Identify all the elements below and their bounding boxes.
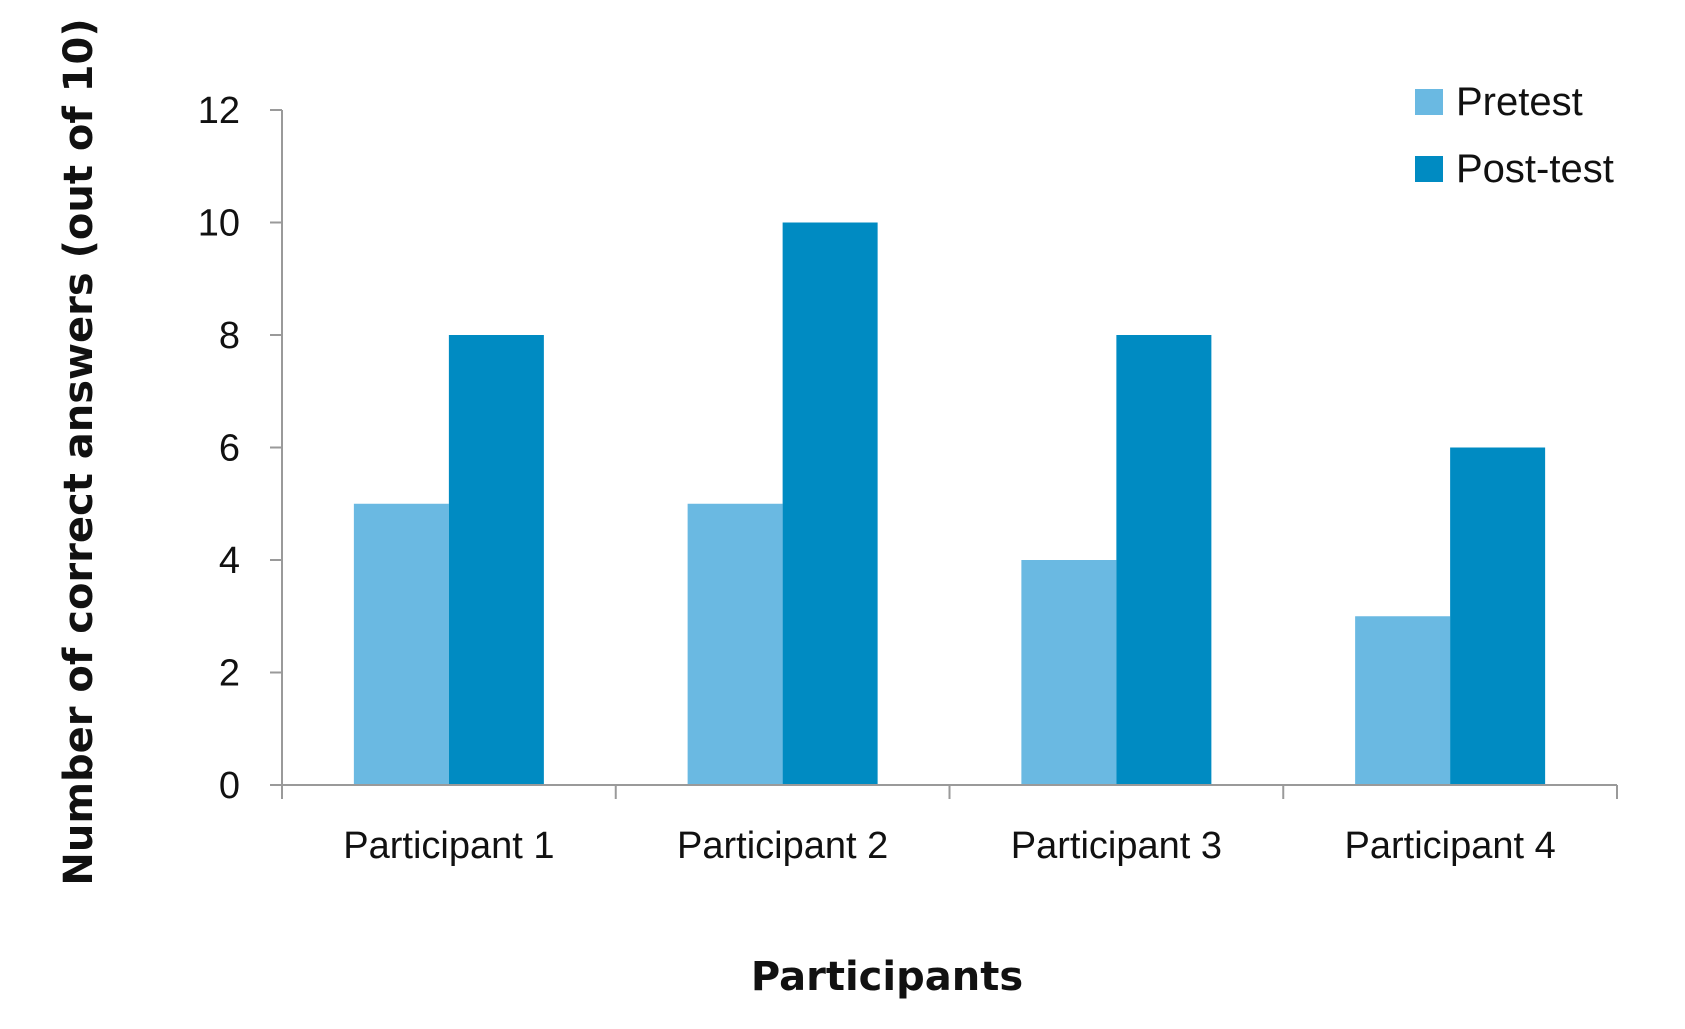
y-tick-label: 8 bbox=[219, 315, 240, 357]
x-tick-label: Participant 1 bbox=[343, 825, 554, 867]
legend-label-pretest: Pretest bbox=[1456, 80, 1583, 124]
bar-post-test-2 bbox=[782, 222, 878, 785]
bar-pretest-1 bbox=[353, 503, 449, 785]
legend-label-post-test: Post-test bbox=[1456, 147, 1614, 191]
legend-swatch-post-test bbox=[1415, 156, 1443, 182]
x-tick-label: Participant 2 bbox=[677, 825, 888, 867]
y-tick-label: 2 bbox=[219, 653, 240, 695]
y-tick-label: 10 bbox=[198, 203, 240, 245]
y-tick-label: 6 bbox=[219, 428, 240, 470]
y-ticks: 0 2 4 6 8 10 12 bbox=[198, 90, 282, 807]
x-axis-title: Participants bbox=[751, 954, 1023, 1000]
y-tick-label: 12 bbox=[198, 90, 240, 132]
x-tick-label: Participant 3 bbox=[1011, 825, 1222, 867]
x-tick-label: Participant 4 bbox=[1345, 825, 1556, 867]
legend-swatch-pretest bbox=[1415, 89, 1443, 115]
bars-layer bbox=[353, 222, 1546, 785]
bar-post-test-1 bbox=[448, 335, 544, 785]
y-tick-label: 0 bbox=[219, 765, 240, 807]
y-tick-label: 4 bbox=[219, 540, 240, 582]
bar-pretest-4 bbox=[1355, 616, 1451, 785]
y-axis-title: Number of correct answers (out of 10) bbox=[56, 18, 102, 885]
bar-post-test-4 bbox=[1450, 447, 1546, 785]
bar-post-test-3 bbox=[1116, 335, 1212, 785]
x-ticks: Participant 1 Participant 2 Participant 3 P… bbox=[281, 785, 1618, 867]
bar-pretest-2 bbox=[687, 503, 783, 785]
bar-pretest-3 bbox=[1021, 560, 1117, 785]
legend: Pretest Post-test bbox=[1415, 80, 1614, 191]
